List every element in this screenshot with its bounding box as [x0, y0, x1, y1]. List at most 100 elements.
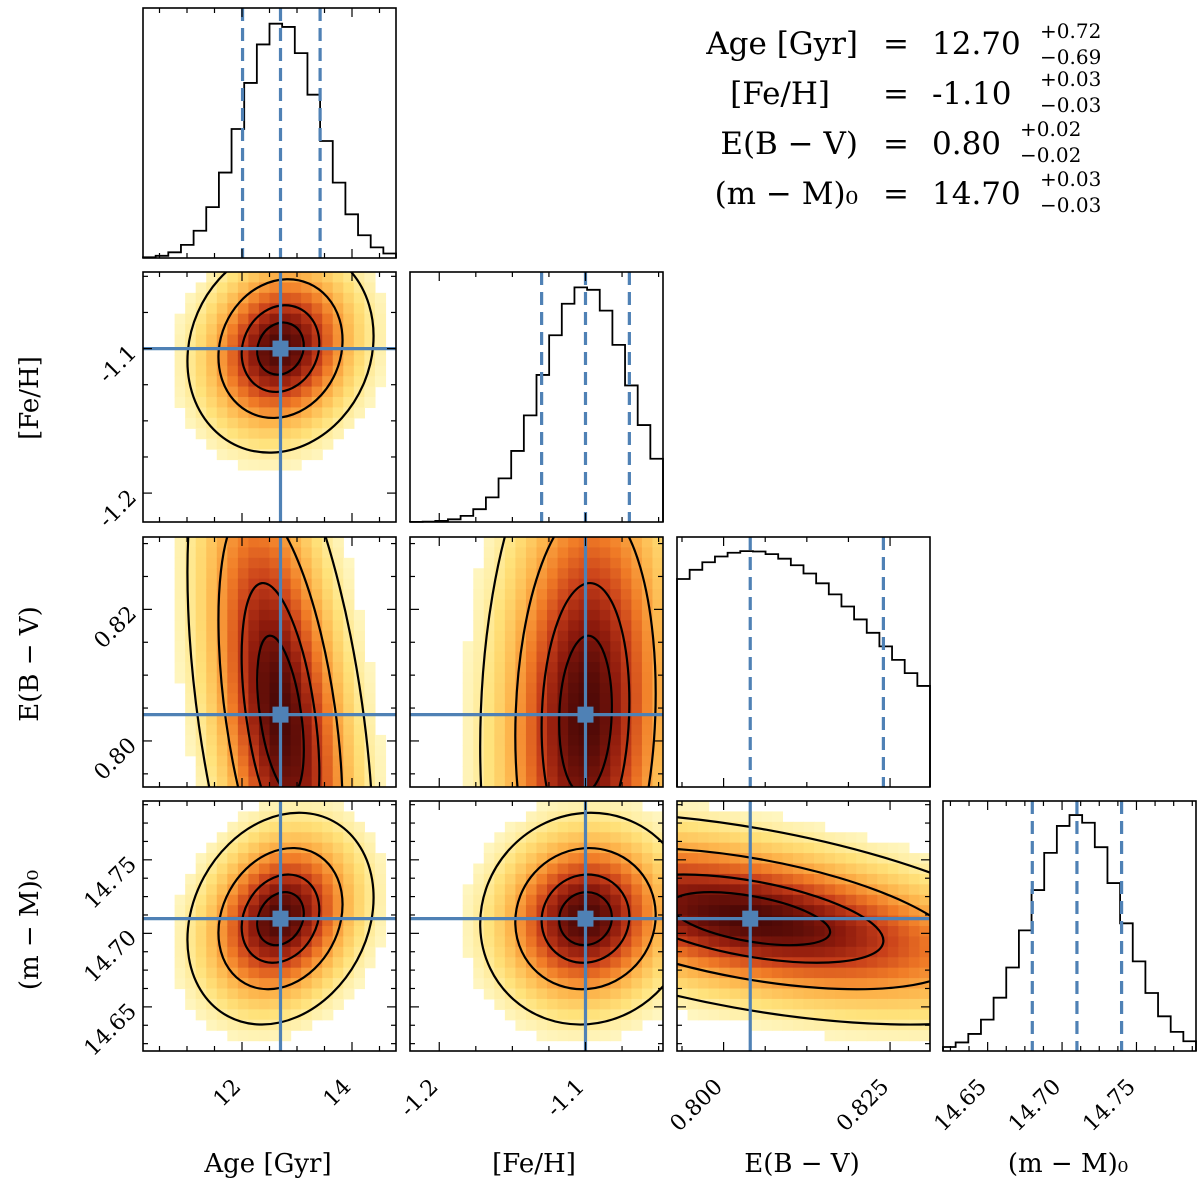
- density-cell: [771, 915, 784, 927]
- density-cell: [343, 755, 355, 767]
- density-cell: [641, 926, 654, 938]
- density-cell: [343, 292, 355, 304]
- density-cell: [729, 936, 741, 948]
- density-cell: [301, 1009, 313, 1021]
- density-cell: [866, 1009, 878, 1021]
- density-cell: [589, 776, 601, 787]
- density-cell: [515, 853, 527, 865]
- density-cell: [771, 853, 784, 865]
- density-cell: [258, 978, 271, 990]
- density-cell: [206, 724, 218, 736]
- density-cell: [322, 714, 334, 726]
- density-cell: [631, 599, 643, 611]
- density-cell: [740, 936, 752, 948]
- density-cell: [483, 745, 495, 757]
- density-cell: [237, 599, 250, 611]
- density-cell: [677, 905, 689, 917]
- density-cell: [719, 842, 731, 854]
- density-cell: [237, 344, 250, 356]
- density-cell: [301, 641, 313, 653]
- density-cell: [280, 967, 292, 979]
- contour-line: [677, 846, 930, 991]
- density-cell: [610, 651, 622, 663]
- density-cell: [525, 811, 538, 823]
- density-cell: [227, 682, 239, 694]
- density-cell: [311, 832, 323, 844]
- density-cell: [290, 811, 302, 823]
- density-cell: [216, 1019, 228, 1031]
- density-cell: [610, 630, 622, 642]
- density-cell: [290, 801, 302, 813]
- density-cell: [771, 946, 784, 958]
- density-cell: [536, 978, 548, 990]
- density-cell: [599, 1019, 611, 1031]
- density-cell: [290, 303, 302, 315]
- density-cell: [258, 324, 271, 336]
- density-cell: [227, 693, 239, 705]
- density-cell: [887, 967, 899, 979]
- density-cell: [311, 344, 323, 356]
- density-cell: [473, 766, 485, 778]
- density-cell: [525, 905, 538, 917]
- density-cell: [898, 926, 910, 938]
- density-cell: [677, 946, 689, 958]
- density-cell: [185, 557, 197, 569]
- x-axis-label-dm: (m − M)₀: [1008, 1149, 1128, 1179]
- density-cell: [174, 662, 186, 674]
- density-cell: [568, 755, 580, 767]
- density-cell: [185, 376, 197, 388]
- density-cell: [227, 978, 239, 990]
- density-cell: [280, 957, 292, 969]
- density-cell: [504, 672, 517, 684]
- density-cell: [227, 355, 239, 367]
- density-cell: [515, 589, 527, 601]
- density-cell: [547, 894, 559, 906]
- density-cell: [504, 547, 517, 559]
- density-cell: [610, 853, 622, 865]
- density-cell: [599, 811, 611, 823]
- density-cell: [269, 272, 281, 284]
- density-cell: [610, 1019, 622, 1031]
- density-cell: [814, 832, 826, 844]
- density-cell: [174, 926, 186, 938]
- density-cell: [343, 811, 355, 823]
- result-label-feh: [Fe/H]: [730, 76, 830, 112]
- result-value-age: 12.70: [932, 26, 1021, 62]
- density-cell: [525, 842, 538, 854]
- density-cell: [364, 386, 376, 398]
- density-cell: [322, 863, 334, 875]
- density-cell: [322, 376, 334, 388]
- density-cell: [887, 926, 899, 938]
- density-cell: [311, 682, 323, 694]
- density-cell: [708, 853, 720, 865]
- density-cell: [515, 957, 527, 969]
- density-cell: [311, 334, 323, 346]
- y-axis-label-ebv: E(B − V): [15, 606, 45, 721]
- density-cell: [908, 1009, 921, 1021]
- density-cell: [845, 967, 857, 979]
- density-cell: [620, 599, 632, 611]
- density-cell: [866, 926, 878, 938]
- density-cell: [803, 853, 815, 865]
- density-cell: [908, 853, 921, 865]
- density-cell: [332, 344, 344, 356]
- density-cell: [845, 936, 857, 948]
- density-cell: [332, 303, 344, 315]
- density-area: [677, 801, 930, 1051]
- density-cell: [641, 821, 654, 833]
- density-cell: [771, 884, 784, 896]
- density-cell: [290, 334, 302, 346]
- density-cell: [525, 915, 538, 927]
- density-cell: [343, 417, 355, 429]
- density-cell: [504, 568, 517, 580]
- density-cell: [845, 1009, 857, 1021]
- density-cell: [227, 578, 239, 590]
- density-cell: [803, 894, 815, 906]
- density-cell: [206, 272, 218, 284]
- density-cell: [364, 344, 376, 356]
- density-cell: [269, 662, 281, 674]
- density-cell: [174, 344, 186, 356]
- density-cell: [322, 303, 334, 315]
- density-cell: [269, 1019, 281, 1031]
- density-cell: [290, 651, 302, 663]
